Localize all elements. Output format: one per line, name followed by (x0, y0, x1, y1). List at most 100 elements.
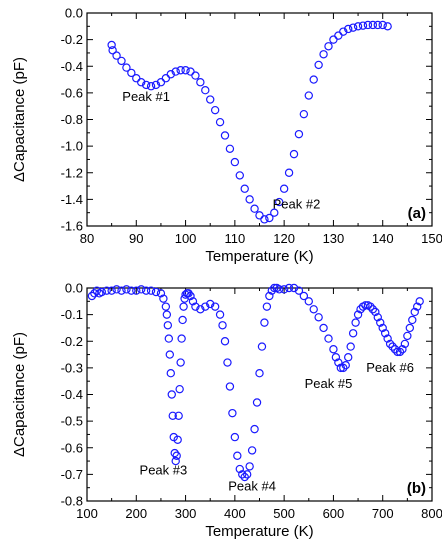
data-point (137, 78, 146, 87)
data-point (107, 40, 116, 50)
data-point (309, 305, 318, 314)
data-point (233, 451, 242, 460)
plot-frame (86, 12, 433, 227)
data-point (175, 384, 184, 394)
data-point (218, 321, 227, 330)
data-point (184, 289, 193, 298)
data-point (107, 286, 116, 295)
data-point (324, 334, 333, 343)
data-point (368, 20, 378, 30)
data-point (171, 67, 180, 76)
data-point (250, 424, 259, 434)
peak-annotation: Peak #3 (140, 462, 188, 477)
peak-annotation: Peak #6 (366, 360, 414, 375)
data-point (383, 22, 392, 31)
x-tick-label: 120 (273, 231, 295, 246)
data-point (206, 299, 215, 309)
data-point (168, 411, 177, 420)
data-point (373, 20, 382, 30)
data-point (405, 323, 415, 333)
peak-annotation: Peak #2 (273, 197, 321, 212)
data-point (400, 339, 410, 349)
y-axis-title: ΔCapacitance (pF) (11, 57, 28, 182)
data-point (166, 369, 175, 378)
x-tick-label: 200 (125, 506, 147, 521)
data-point (415, 297, 424, 306)
data-point (385, 339, 395, 349)
data-point (319, 50, 328, 59)
data-point (186, 291, 195, 301)
data-point (380, 329, 390, 338)
data-point (348, 329, 358, 338)
data-point (137, 285, 146, 294)
data-point (294, 286, 304, 295)
data-point (378, 20, 387, 30)
data-point (304, 297, 313, 306)
data-point (210, 302, 220, 311)
y-tick-label: -0.2 (61, 334, 83, 349)
y-tick-label: -0.7 (61, 467, 83, 482)
data-point (336, 363, 346, 373)
data-point (403, 331, 412, 341)
x-axis-title: Temperature (K) (205, 523, 313, 540)
data-point (413, 302, 422, 311)
data-point (159, 294, 168, 303)
y-tick-label: -0.1 (61, 307, 83, 322)
data-point (156, 289, 166, 298)
x-tick-label: 140 (372, 231, 394, 246)
data-point (368, 305, 378, 314)
x-tick-label: 300 (175, 506, 197, 521)
data-point (366, 302, 375, 311)
peak-annotation: Peak #5 (305, 376, 353, 391)
data-point (151, 287, 161, 297)
data-point (163, 321, 173, 330)
data-point (410, 307, 419, 317)
data-point (270, 283, 279, 293)
data-point (223, 358, 232, 367)
data-point (341, 361, 350, 370)
data-point (201, 302, 210, 311)
data-point (220, 337, 230, 346)
data-point (255, 211, 264, 220)
data-point (228, 408, 237, 418)
y-tick-label: -0.4 (61, 387, 83, 402)
data-point (127, 286, 136, 295)
data-point (108, 46, 117, 55)
data-point (250, 204, 259, 213)
x-tick-label: 100 (76, 506, 98, 521)
data-point (117, 286, 126, 295)
data-point (161, 74, 171, 83)
y-tick-label: -0.8 (61, 112, 83, 127)
data-point (238, 470, 247, 479)
data-point (141, 286, 151, 295)
data-point (353, 22, 363, 31)
data-point (294, 129, 304, 139)
data-point (344, 24, 353, 34)
data-point (167, 390, 176, 399)
peak-annotation: Peak #1 (122, 89, 170, 104)
data-point (164, 334, 174, 343)
data-point (191, 71, 200, 80)
data-point (319, 323, 328, 333)
data-point (162, 310, 172, 319)
data-point (188, 297, 198, 306)
data-point (270, 208, 279, 217)
x-tick-label: 500 (273, 506, 295, 521)
data-point (247, 446, 257, 455)
data-point (112, 285, 121, 294)
y-tick-label: -0.5 (61, 414, 83, 429)
data-point (230, 157, 240, 167)
y-tick-label: -1.4 (61, 192, 83, 207)
data-point (151, 80, 161, 90)
data-point (146, 286, 156, 295)
data-point (240, 472, 249, 482)
data-point (353, 310, 363, 319)
data-point (230, 432, 240, 442)
data-point (383, 334, 392, 343)
data-point (122, 63, 131, 72)
data-point (314, 313, 323, 322)
data-point (112, 51, 121, 60)
y-tick-label: -0.6 (61, 440, 83, 455)
data-point (174, 411, 183, 420)
data-point (314, 60, 323, 70)
